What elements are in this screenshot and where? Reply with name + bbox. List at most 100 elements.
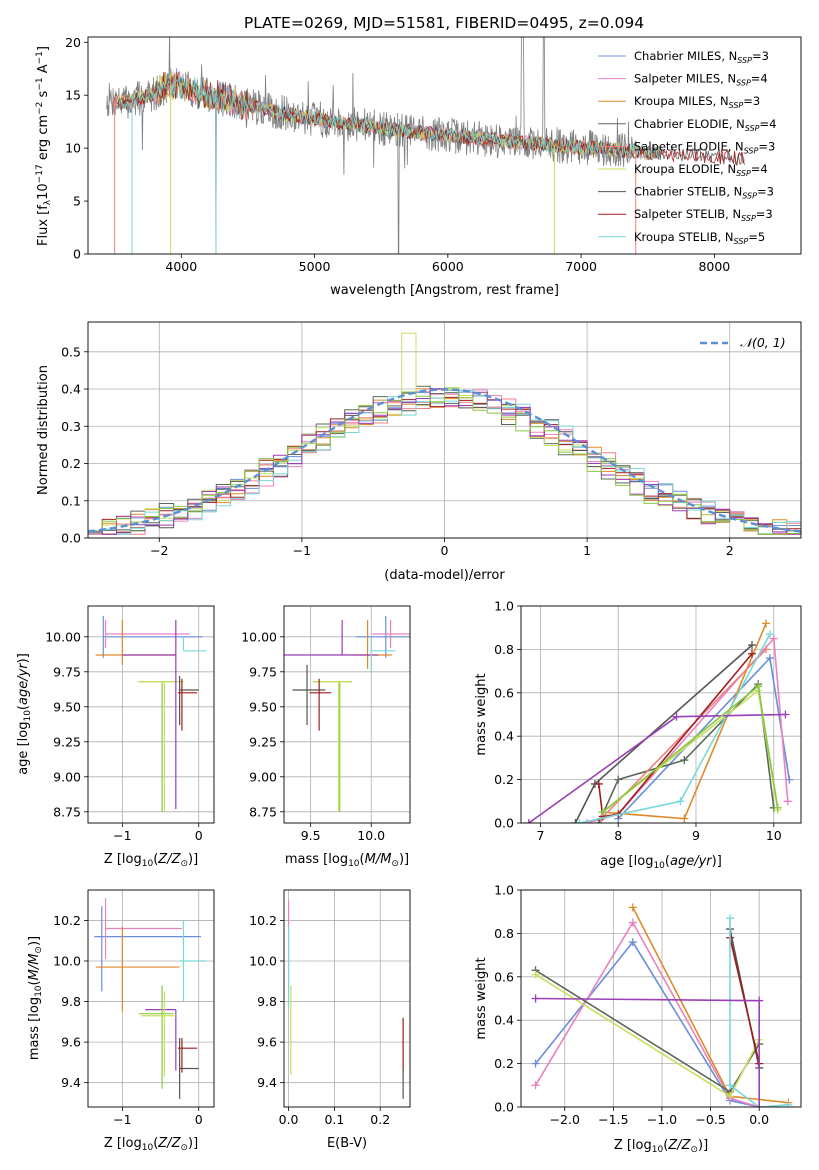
errorbar-point	[179, 920, 207, 1002]
x-tick-label: 7	[536, 828, 544, 843]
mass-weight-series	[594, 649, 756, 821]
y-tick-label: 10	[65, 141, 81, 156]
errorbar-point	[145, 1009, 177, 1071]
series-line	[602, 623, 767, 820]
errorbar-point	[95, 926, 180, 1012]
y-tick-label: 1.0	[494, 883, 514, 898]
series-marker	[783, 797, 792, 806]
errorbar-point	[137, 680, 184, 812]
x-tick-label: 6000	[432, 259, 464, 274]
y-tick-label: 0.8	[494, 926, 514, 941]
y-tick-label: 8.75	[249, 804, 277, 819]
y-tick-label: 9.4	[257, 1075, 277, 1090]
series-marker	[628, 918, 637, 927]
x-tick-label: 2	[726, 543, 734, 558]
x-tick-label: −1.0	[647, 1112, 677, 1127]
x-tick-label: 0	[195, 1112, 203, 1127]
figure-title: PLATE=0269, MJD=51581, FIBERID=0495, z=0…	[244, 14, 644, 32]
series-marker	[524, 819, 533, 823]
x-tick-label: 0.0	[749, 1112, 769, 1127]
errorbar-point	[178, 678, 198, 731]
series-marker	[531, 1081, 540, 1090]
plot-area	[95, 615, 207, 812]
panel-mass_vs_ebv: 0.0 0.1 0.2 9.4 9.6 9.8 10.0 10.2 E(B-V)	[249, 889, 411, 1151]
mass-weight-series	[531, 918, 764, 1107]
legend-label: Chabrier ELODIE, NSSP=4	[634, 117, 776, 133]
series-marker	[676, 797, 685, 806]
legend-label: Kroupa MILES, NSSP=3	[634, 94, 760, 110]
series-line	[579, 633, 771, 823]
series-marker	[531, 1059, 540, 1068]
plot-area	[94, 898, 207, 1099]
series-marker	[784, 1100, 793, 1107]
y-tick-label: 9.50	[53, 699, 81, 714]
x-tick-label: 9	[692, 828, 700, 843]
y-tick-label: 0.1	[61, 493, 81, 508]
y-tick-label: 0.2	[61, 456, 81, 471]
axes-frame	[87, 605, 215, 824]
series-marker	[614, 775, 623, 784]
y-axis-label: mass [log10(M/M⊙)]	[27, 936, 44, 1060]
x-tick-label: 8000	[698, 259, 730, 274]
plot-area	[284, 615, 410, 812]
x-tick-label: −0.5	[695, 1112, 725, 1127]
y-tick-label: 0	[73, 247, 81, 262]
mass-weight-series	[524, 710, 790, 823]
x-axis-label: Z [log10(Z/Z⊙)]	[614, 1138, 708, 1155]
mass-weight-series	[598, 619, 770, 823]
legend-label: Kroupa ELODIE, NSSP=4	[634, 162, 768, 178]
errorbar-point	[122, 620, 177, 809]
series-marker	[583, 819, 592, 823]
errorbar-point	[141, 991, 176, 1077]
legend-label: Salpeter STELIB, NSSP=3	[634, 207, 773, 223]
y-tick-label: 0.0	[61, 531, 81, 546]
y-axis-label: mass weight	[474, 957, 489, 1039]
series-marker	[726, 1092, 735, 1101]
y-tick-label: 10.00	[241, 629, 277, 644]
model-spectrum-line	[118, 75, 661, 160]
errorbar-point	[372, 620, 410, 648]
x-tick-label: −1	[113, 828, 131, 843]
series-marker	[748, 649, 756, 658]
errorbar-point	[309, 678, 332, 731]
series-marker	[571, 819, 580, 823]
mass-weight-series	[598, 686, 782, 817]
axes-frame	[283, 889, 411, 1108]
axes-frame	[520, 889, 802, 1108]
mass-weight-series	[598, 682, 782, 817]
series-marker	[594, 779, 603, 788]
panel-spectrum: 4000 5000 6000 7000 8000 0 5 10 15 20 wavelength […	[35, 35, 802, 298]
errorbar-point	[314, 680, 351, 812]
x-axis-label: age [log10(age/yr)]	[600, 854, 722, 871]
plot-area	[106, 37, 745, 254]
series-line	[617, 656, 791, 820]
series-line	[598, 653, 753, 818]
y-tick-label: 9.75	[53, 664, 81, 679]
errorbar-point	[292, 664, 326, 725]
y-tick-label: 9.8	[257, 994, 277, 1009]
series-marker	[531, 970, 540, 979]
mass-weight-series	[531, 994, 764, 1107]
series-marker	[755, 996, 764, 1005]
x-tick-label: 5000	[299, 259, 331, 274]
y-tick-label: 9.25	[53, 734, 81, 749]
series-marker	[726, 914, 735, 923]
series-marker	[672, 712, 681, 721]
panel-massweight_vs_age: 7 8 9 10 0.0 0.2 0.4 0.6 0.8 1.0 age [log10(age/yr…	[474, 599, 802, 871]
normal-curve	[88, 388, 801, 533]
x-tick-label: 10.0	[357, 828, 385, 843]
y-tick-label: 0.3	[61, 419, 81, 434]
axes-frame	[520, 605, 802, 824]
series-marker	[594, 819, 603, 823]
mass-weight-series	[531, 966, 764, 1096]
y-tick-label: 0.2	[494, 1056, 514, 1071]
x-tick-label: 9.5	[301, 828, 321, 843]
x-tick-label: 4000	[165, 259, 197, 274]
y-axis-label: age [log10(age/yr)]	[16, 653, 33, 775]
series-line	[534, 940, 760, 1107]
series-marker	[748, 641, 756, 650]
errorbar-point	[95, 620, 176, 665]
y-tick-label: 20	[65, 35, 81, 50]
legend-label: Kroupa STELIB, NSSP=5	[634, 230, 765, 246]
